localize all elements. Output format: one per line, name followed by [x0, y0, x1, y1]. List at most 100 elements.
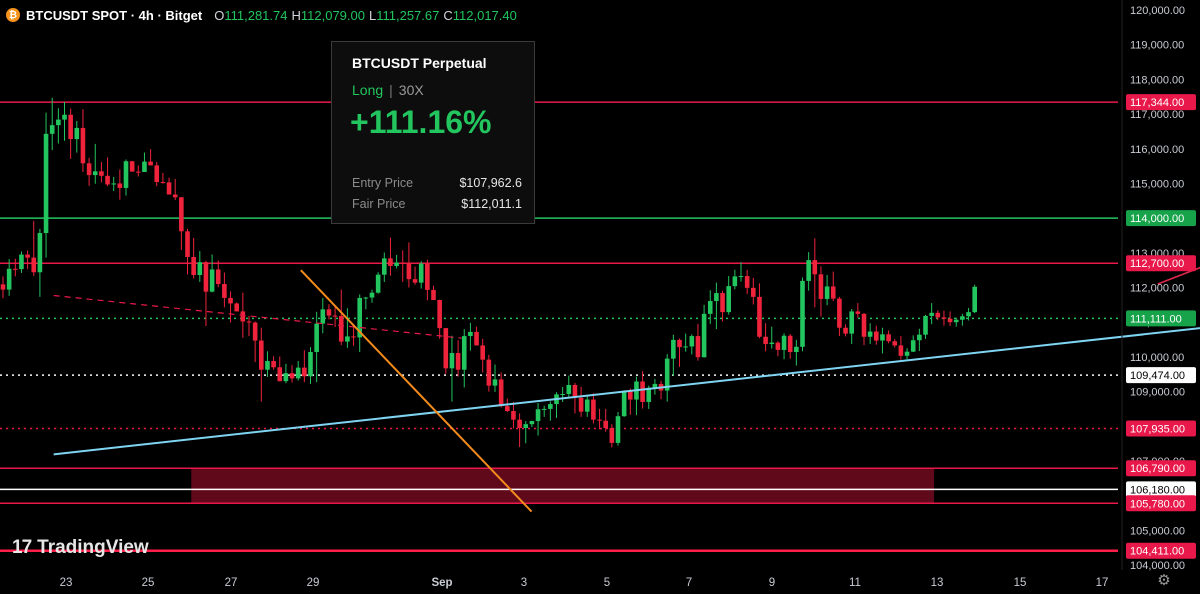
candle	[400, 250, 406, 282]
candle-body	[787, 335, 793, 353]
candle-body	[917, 334, 922, 341]
candle-body	[837, 298, 842, 328]
candle-body	[572, 384, 578, 398]
candle	[215, 260, 221, 288]
candle	[818, 266, 824, 317]
candle-body	[923, 315, 928, 335]
candle-body	[406, 262, 412, 280]
candle-body	[664, 358, 670, 391]
candle-body	[142, 161, 147, 172]
symbol-title[interactable]: BTCUSDT SPOT · 4h · Bitget	[26, 7, 203, 23]
price-tag: 105,780.00	[1126, 495, 1196, 512]
candle	[855, 303, 861, 318]
candle	[123, 159, 129, 196]
candle-body	[302, 367, 307, 377]
candle-body	[160, 182, 166, 184]
candle	[148, 149, 153, 166]
candle-body	[289, 373, 295, 379]
price-tag-label: 112,700.00	[1130, 258, 1184, 270]
y-tick-label: 109,000.00	[1130, 387, 1185, 399]
candle-body	[338, 315, 344, 342]
y-tick-label: 119,000.00	[1130, 40, 1184, 52]
candle-body	[259, 340, 264, 370]
x-tick-label: 15	[1014, 577, 1027, 589]
candle	[677, 338, 682, 367]
candle-body	[830, 286, 836, 299]
candle-body	[25, 254, 30, 258]
price-tag-label: 105,780.00	[1130, 498, 1185, 510]
candle	[228, 291, 233, 323]
price-tag: 106,790.00	[1126, 460, 1196, 477]
candle-body	[154, 165, 160, 183]
candle-body	[326, 309, 332, 316]
price-tag-bg	[1126, 481, 1196, 498]
candle	[351, 326, 356, 346]
candle	[480, 338, 485, 373]
candle-body	[105, 175, 110, 185]
candle	[898, 336, 904, 360]
candle	[787, 333, 793, 359]
candle-body	[19, 254, 24, 270]
candle	[972, 284, 977, 314]
candle-body	[732, 276, 738, 287]
candle	[609, 424, 615, 448]
candle	[259, 327, 264, 402]
candle	[621, 390, 627, 417]
candle	[689, 334, 695, 355]
x-tick-label: 25	[142, 577, 155, 589]
candle-body	[332, 315, 338, 317]
candle-body	[455, 353, 461, 370]
candle	[468, 322, 473, 351]
candle	[314, 311, 319, 383]
candle	[136, 165, 141, 177]
candle-body	[252, 322, 258, 341]
candle-body	[505, 406, 510, 411]
candle-body	[560, 393, 565, 395]
y-tick-label: 116,000.00	[1130, 144, 1184, 156]
candle-body	[123, 161, 129, 188]
candle	[511, 401, 516, 429]
candle-body	[308, 352, 313, 377]
candle-body	[314, 323, 319, 353]
gear-icon[interactable]: ⚙	[1157, 572, 1171, 589]
candle-body	[228, 297, 233, 304]
x-tick-label: Sep	[431, 577, 452, 589]
price-tag: 104,411.00	[1126, 542, 1196, 559]
candle	[412, 266, 418, 285]
candle	[345, 308, 350, 348]
candle	[941, 310, 947, 326]
candle-body	[535, 409, 541, 422]
bitcoin-icon: ₿	[6, 8, 20, 22]
candle	[68, 108, 73, 159]
candle-body	[136, 171, 141, 173]
candle	[37, 228, 43, 297]
candle	[720, 290, 725, 322]
price-axis: 120,000.00 119,000.00 118,000.00 117,000.00…	[1121, 0, 1196, 572]
candle	[449, 335, 455, 402]
candle	[763, 323, 768, 352]
trendline-1	[53, 294, 462, 339]
candle	[541, 405, 547, 417]
candle-body	[677, 339, 682, 348]
candle	[197, 251, 203, 282]
leverage-label: 30X	[398, 82, 424, 98]
candle	[222, 272, 227, 308]
candle-body	[628, 390, 633, 400]
candle	[775, 341, 781, 357]
price-tag-bg	[1126, 420, 1196, 437]
candle	[726, 276, 731, 315]
candle	[43, 112, 49, 258]
candle-body	[492, 379, 498, 386]
candle	[935, 310, 941, 321]
candle	[529, 420, 535, 427]
candle-body	[707, 301, 713, 314]
candle	[794, 339, 799, 366]
candle-body	[418, 263, 424, 283]
candle	[498, 372, 504, 408]
candle-body	[320, 309, 326, 324]
candle	[628, 388, 633, 415]
candle-body	[941, 317, 947, 319]
candle-body	[345, 336, 350, 342]
candle-body	[671, 339, 676, 359]
